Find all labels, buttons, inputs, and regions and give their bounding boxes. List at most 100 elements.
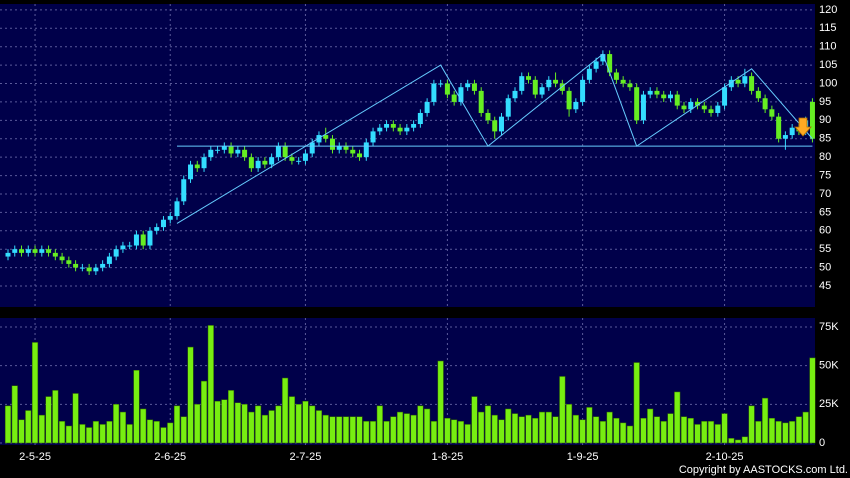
candle-body — [350, 149, 356, 154]
candle-body — [106, 256, 112, 264]
volume-bar — [241, 404, 248, 444]
candle-body — [120, 245, 126, 250]
candle-body — [613, 72, 619, 80]
plot-layer: 45 50 55 60 65 70 75 80 85 90 95 100 105 110 115 120 0 25… — [0, 4, 839, 463]
volume-bar — [369, 421, 377, 444]
candle-body — [526, 76, 532, 80]
candle-body — [289, 157, 295, 161]
volume-bar — [586, 407, 593, 444]
candle-body — [431, 83, 437, 102]
volume-bar — [200, 380, 208, 444]
volume-bar — [620, 422, 627, 444]
volume-bar — [52, 390, 59, 444]
candle-body — [208, 149, 214, 158]
volume-bar — [268, 410, 275, 444]
candle-body — [688, 101, 694, 110]
y-tick-label: 70 — [819, 188, 831, 200]
volume-bar — [451, 419, 458, 444]
candle-body — [52, 252, 58, 257]
volume-bar — [505, 408, 512, 444]
candle-body — [647, 90, 653, 95]
volume-bar — [119, 411, 126, 444]
volume-bar — [38, 414, 45, 444]
x-tick-label: 2-7-25 — [290, 451, 322, 463]
y-tick-label: 95 — [819, 96, 831, 108]
candle-body — [5, 252, 11, 257]
candle-body — [113, 249, 119, 257]
candle-body — [580, 79, 586, 102]
candle-body — [86, 267, 92, 272]
candle-body — [809, 101, 815, 139]
volume-bar — [255, 405, 262, 444]
volume-bar — [667, 413, 674, 444]
candle-body — [201, 157, 207, 169]
volume-bar — [424, 408, 431, 444]
candle-body — [640, 94, 646, 121]
y-tick-label: 90 — [819, 114, 831, 126]
volume-bar — [593, 416, 600, 444]
volume-bar — [457, 421, 464, 444]
x-tick-label: 1-8-25 — [432, 451, 464, 463]
volume-bar — [626, 425, 633, 444]
volume-bar — [741, 436, 748, 444]
candle-body — [323, 135, 329, 139]
candle-body — [667, 94, 673, 99]
y-tick-label: 80 — [819, 151, 831, 163]
volume-bar — [694, 424, 701, 444]
candle-body — [776, 116, 782, 139]
volume-bar — [471, 396, 478, 444]
volume-bar — [349, 416, 356, 444]
volume-bar — [444, 417, 451, 444]
candle-body — [762, 98, 768, 110]
volume-bar — [18, 419, 25, 444]
candle-body — [66, 260, 72, 264]
x-tick-label: 2-6-25 — [154, 451, 186, 463]
volume-bar — [11, 385, 18, 444]
volume-bar — [633, 362, 640, 444]
candle-body — [154, 227, 160, 231]
volume-bar — [782, 422, 789, 444]
candle-body — [505, 98, 511, 117]
y-tick-label: 120 — [819, 4, 837, 16]
volume-bar — [153, 421, 160, 444]
volume-bar — [538, 411, 546, 444]
volume-bar — [65, 425, 72, 444]
volume-bar — [795, 416, 802, 444]
volume-bar — [532, 417, 539, 444]
volume-bar — [566, 404, 573, 444]
candle-body — [242, 149, 248, 158]
candle-body — [512, 90, 518, 99]
volume-bar — [410, 414, 417, 444]
volume-bar — [397, 411, 404, 444]
candle-body — [384, 124, 390, 128]
volume-bar — [146, 419, 154, 444]
volume-bar — [288, 396, 295, 444]
volume-bar — [552, 416, 559, 444]
y-tick-label: 25K — [819, 398, 839, 410]
volume-bar — [106, 421, 113, 444]
y-tick-label: 105 — [819, 59, 837, 71]
candle-body — [275, 146, 281, 158]
candle-body — [519, 76, 525, 91]
candle-body — [607, 54, 613, 73]
candle-body — [411, 124, 417, 128]
volume-bar — [31, 342, 39, 444]
y-tick-label: 60 — [819, 225, 831, 237]
candle-body — [370, 131, 376, 143]
candle-body — [451, 94, 457, 102]
candle-body — [424, 101, 430, 113]
candle-body — [248, 157, 254, 169]
volume-bar — [160, 427, 167, 444]
candle-body — [681, 105, 687, 110]
volume-bar — [579, 419, 586, 444]
y-tick-label: 115 — [819, 22, 837, 34]
volume-bar — [207, 325, 214, 444]
candle-body — [329, 138, 335, 150]
candle-body — [167, 216, 173, 220]
volume-bar — [430, 421, 437, 444]
candle-body — [25, 249, 31, 253]
candle-body — [235, 149, 241, 154]
candle-body — [93, 267, 99, 272]
volume-bar — [356, 416, 363, 444]
